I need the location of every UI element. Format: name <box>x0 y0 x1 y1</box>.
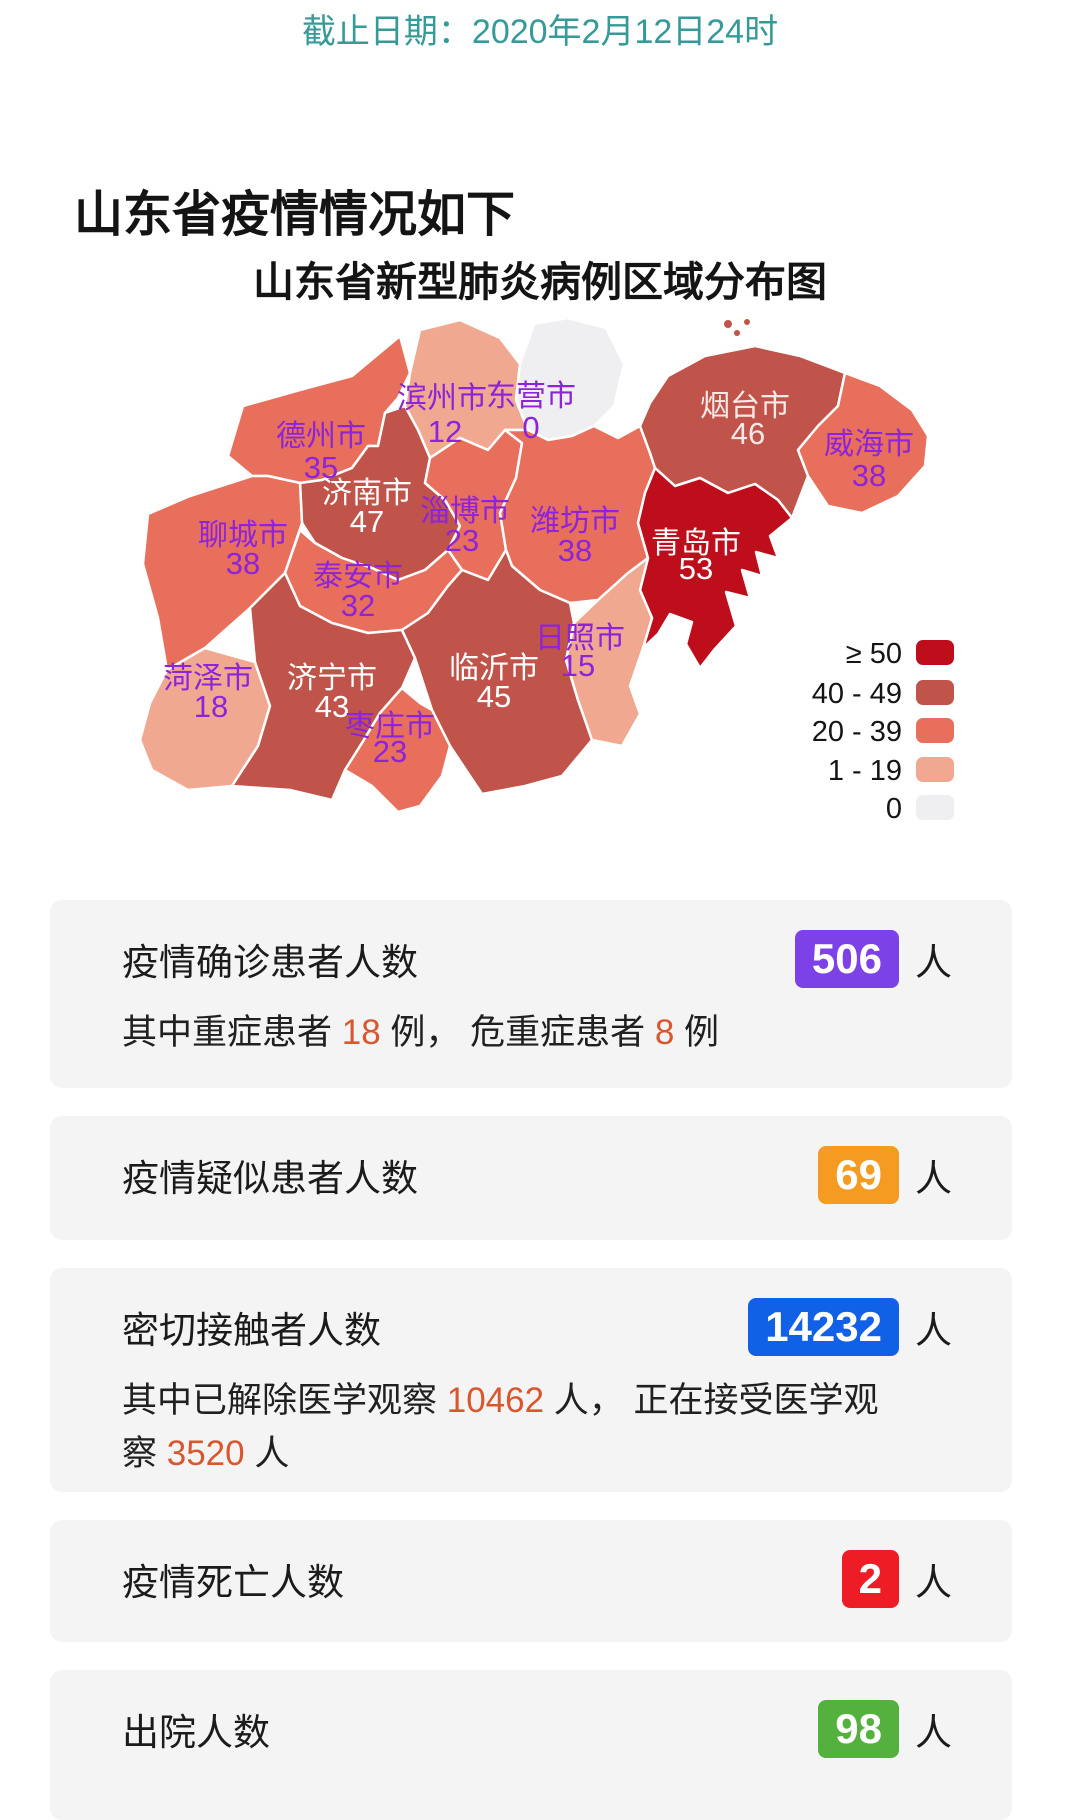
map-value-qingdao: 53 <box>679 551 713 586</box>
island-dot <box>734 330 740 336</box>
map-value-linyi: 45 <box>477 679 511 714</box>
detail-text: 人， 正在接受医学观 <box>544 1381 879 1420</box>
deaths-badge: 2 <box>841 1550 899 1608</box>
map-value-weifang: 38 <box>558 533 592 568</box>
map-label-heze: 菏泽市 <box>163 662 253 695</box>
released-count: 10462 <box>446 1381 545 1420</box>
page-title: 山东省疫情情况如下 <box>74 187 516 242</box>
detail-text: 例 <box>674 1013 720 1052</box>
under-observation-count: 3520 <box>166 1434 245 1474</box>
map-label-yantai: 烟台市 <box>700 390 790 423</box>
region-qingdao <box>636 466 794 670</box>
map-label-liaocheng: 聊城市 <box>198 519 288 552</box>
map-value-jinan: 47 <box>350 504 384 539</box>
map-value-zibo: 23 <box>445 523 479 558</box>
map-value-yantai: 46 <box>731 416 765 451</box>
legend-label-1: 40 - 49 <box>812 678 902 710</box>
legend-label-0: ≥ 50 <box>846 638 902 670</box>
detail-text: 察 <box>122 1434 167 1474</box>
map-title: 山东省新型肺炎病例区域分布图 <box>253 259 827 305</box>
close-contacts-unit: 人 <box>915 1310 952 1351</box>
suspected-unit: 人 <box>915 1158 952 1199</box>
legend-swatch-3 <box>916 757 954 782</box>
confirmed-unit: 人 <box>915 942 952 983</box>
legend-swatch-2 <box>916 718 954 743</box>
card-suspected: 疫情疑似患者人数 69 人 <box>50 1116 1012 1240</box>
region-dongying <box>514 318 626 442</box>
card-confirmed: 疫情确诊患者人数 506 人 其中重症患者 18 例， 危重症患者 8 例 <box>50 900 1012 1088</box>
island-dot <box>724 320 732 328</box>
map-value-weihai: 38 <box>852 458 886 493</box>
severe-count: 18 <box>341 1013 381 1052</box>
deaths-unit: 人 <box>915 1562 952 1603</box>
map-value-binzhou: 12 <box>428 414 462 449</box>
detail-text: 人 <box>244 1434 290 1474</box>
card-deaths: 疫情死亡人数 2 人 <box>50 1520 1012 1642</box>
map-legend: ≥ 50 40 - 49 20 - 39 1 - 19 0 <box>812 638 954 825</box>
map-label-binzhou: 滨州市 <box>397 382 487 415</box>
detail-line-2: 察 3520 人 <box>122 1427 952 1480</box>
detail-text: 其中已解除医学观察 <box>122 1381 447 1420</box>
map-value-dongying: 0 <box>522 410 539 445</box>
discharged-label: 出院人数 <box>122 1712 270 1753</box>
deaths-label: 疫情死亡人数 <box>122 1562 344 1603</box>
map-value-rizhao: 15 <box>561 648 595 683</box>
close-contacts-label: 密切接触者人数 <box>122 1310 381 1351</box>
map-value-liaocheng: 38 <box>226 546 260 581</box>
map-label-jining: 济宁市 <box>287 662 377 695</box>
legend-label-2: 20 - 39 <box>812 716 902 748</box>
map-label-dongying: 东营市 <box>486 380 576 413</box>
map-label-weihai: 威海市 <box>824 428 914 461</box>
confirmed-label: 疫情确诊患者人数 <box>122 942 418 983</box>
critical-count: 8 <box>654 1013 675 1052</box>
detail-text: 其中重症患者 <box>122 1013 342 1052</box>
legend-label-4: 0 <box>886 793 902 825</box>
region-rizhao <box>564 556 654 748</box>
detail-line-1: 其中已解除医学观察 10462 人， 正在接受医学观 <box>122 1374 952 1427</box>
map-value-heze: 18 <box>194 689 228 724</box>
region-zaozhuang <box>343 686 452 814</box>
card-close-contacts: 密切接触者人数 14232 人 其中已解除医学观察 10462 人， 正在接受医… <box>50 1268 1012 1492</box>
suspected-badge: 69 <box>818 1146 899 1204</box>
map-label-taian: 泰安市 <box>313 560 403 593</box>
legend-swatch-4 <box>916 795 954 820</box>
map-label-jinan: 济南市 <box>322 477 412 510</box>
suspected-label: 疫情疑似患者人数 <box>122 1158 418 1199</box>
detail-text: 例， 危重症患者 <box>380 1013 655 1052</box>
map-value-taian: 32 <box>341 588 375 623</box>
map-value-dezhou: 35 <box>304 450 338 485</box>
discharged-badge: 98 <box>818 1700 899 1758</box>
confirmed-badge: 506 <box>794 930 899 988</box>
close-contacts-detail: 其中已解除医学观察 10462 人， 正在接受医学观 察 3520 人 <box>50 1356 1012 1480</box>
card-discharged: 出院人数 98 人 <box>50 1670 1012 1820</box>
discharged-unit: 人 <box>915 1712 952 1753</box>
legend-label-3: 1 - 19 <box>828 755 902 787</box>
map-label-dezhou: 德州市 <box>276 420 366 453</box>
map-label-zibo: 淄博市 <box>420 495 510 528</box>
map-label-rizhao: 日照市 <box>535 622 625 655</box>
legend-swatch-0 <box>916 640 954 665</box>
map-label-zaozhuang: 枣庄市 <box>345 710 435 743</box>
map-label-weifang: 潍坊市 <box>530 505 620 538</box>
confirmed-detail: 其中重症患者 18 例， 危重症患者 8 例 <box>50 988 1012 1059</box>
map-value-zaozhuang: 23 <box>373 734 407 769</box>
map-value-jining: 43 <box>315 689 349 724</box>
close-contacts-badge: 14232 <box>748 1298 899 1356</box>
shandong-choropleth-map: 滨州市 12 东营市 0 德州市 35 烟台市 46 威海市 38 济南市 47… <box>138 318 954 825</box>
legend-swatch-1 <box>916 680 954 705</box>
island-dot <box>744 319 750 325</box>
map-label-qingdao: 青岛市 <box>651 527 741 560</box>
map-label-linyi: 临沂市 <box>449 652 539 685</box>
region-weihai <box>796 371 930 515</box>
report-date: 截止日期：2020年2月12日24时 <box>301 13 779 51</box>
